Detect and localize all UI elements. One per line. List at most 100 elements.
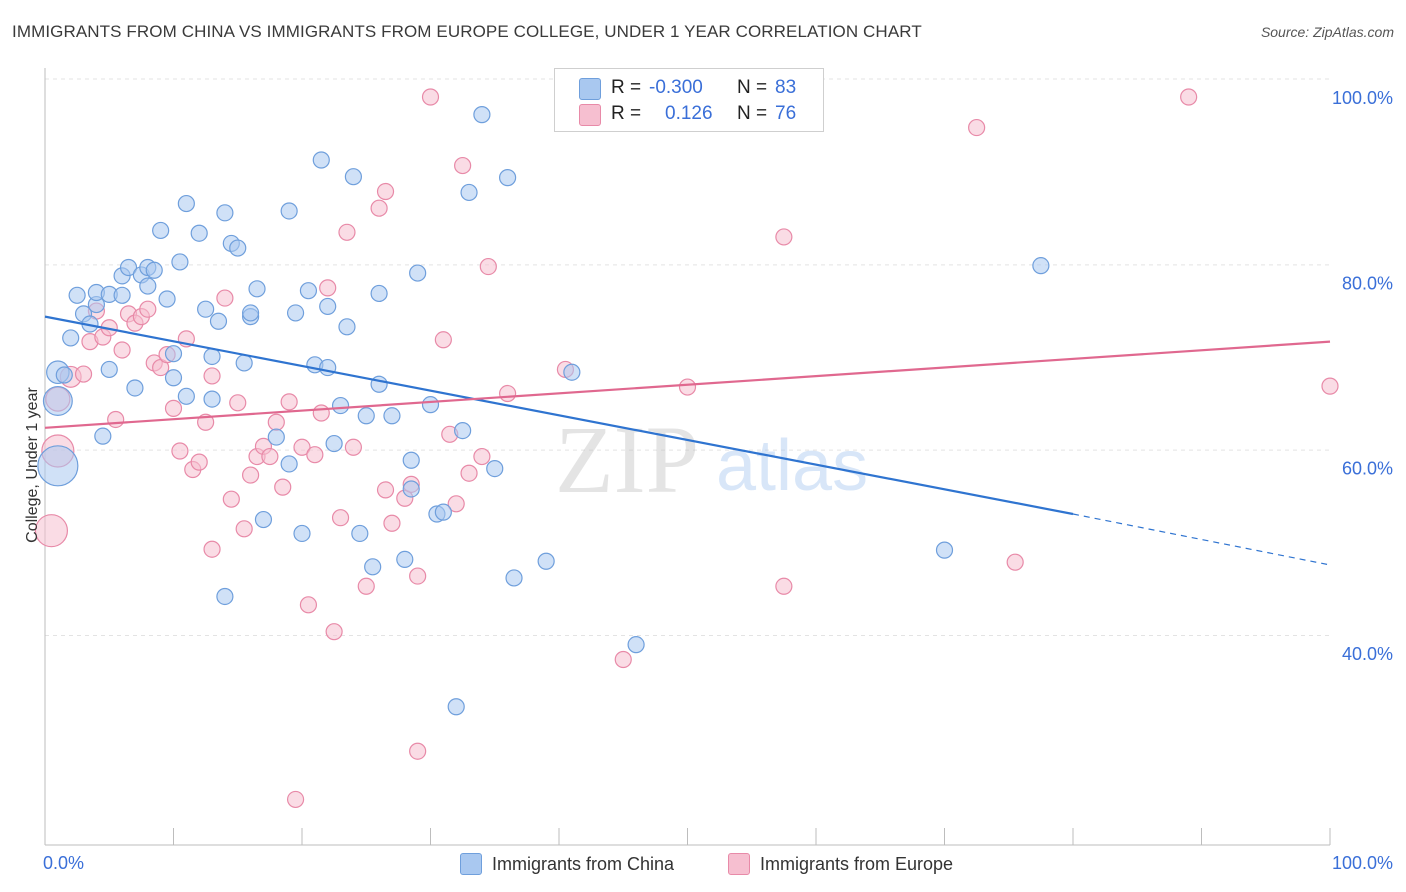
europe-point	[203, 540, 221, 558]
china-point	[55, 366, 73, 384]
europe-point	[203, 367, 221, 385]
europe-point	[383, 514, 401, 532]
europe-point	[344, 438, 362, 456]
europe-point	[267, 413, 285, 431]
europe-point	[222, 490, 240, 508]
label-layer: 100.0% 80.0% 60.0% 40.0% 0.0% 100.0%	[43, 88, 1393, 873]
europe-trend-line	[44, 340, 1331, 429]
europe-point	[280, 393, 298, 411]
europe-point	[274, 478, 292, 496]
legend-europe-swatch	[728, 853, 750, 875]
china-point	[383, 407, 401, 425]
china-point	[145, 261, 163, 279]
china-point	[505, 569, 523, 587]
china-point	[357, 407, 375, 425]
europe-point	[460, 464, 478, 482]
y-tick-label: 100.0%	[1332, 88, 1393, 108]
china-point	[344, 168, 362, 186]
europe-point	[190, 453, 208, 471]
europe-point	[473, 447, 491, 466]
europe-point	[357, 577, 375, 595]
china-point	[171, 253, 189, 271]
europe-point	[74, 365, 93, 383]
legend-china-label: Immigrants from China	[492, 853, 675, 874]
europe-point	[447, 495, 465, 513]
europe-point	[968, 118, 986, 137]
china-point	[293, 524, 311, 543]
china-point	[242, 304, 260, 322]
china-point	[402, 451, 420, 469]
china-point	[473, 106, 491, 124]
china-point	[935, 541, 954, 559]
china-point	[254, 510, 273, 529]
legend-china: Immigrants from China	[460, 851, 674, 877]
china-point	[164, 369, 183, 387]
china-point	[499, 169, 517, 187]
china-point	[119, 258, 138, 277]
china-point	[229, 239, 247, 257]
china-point	[248, 280, 266, 298]
europe-point	[376, 182, 395, 201]
europe-n-value: 76	[775, 103, 797, 124]
watermark-atlas: atlas	[716, 426, 868, 506]
y-tick-label: 80.0%	[1342, 273, 1393, 293]
china-point	[325, 434, 343, 453]
china-point	[627, 636, 645, 654]
china-point	[396, 550, 414, 569]
europe-point	[376, 481, 395, 499]
europe-point	[370, 199, 388, 217]
europe-point	[107, 410, 125, 429]
chart-title: IMMIGRANTS FROM CHINA VS IMMIGRANTS FROM…	[12, 22, 922, 41]
x-tick-label-start: 0.0%	[43, 853, 84, 873]
europe-point	[34, 514, 69, 548]
europe-point	[338, 223, 356, 241]
china-point	[37, 445, 79, 487]
europe-point	[299, 596, 318, 614]
europe-point	[139, 300, 157, 318]
china-point	[216, 204, 234, 222]
europe-point	[261, 447, 279, 466]
china-point	[68, 286, 86, 304]
china-n-label: N =	[737, 77, 768, 98]
china-point	[338, 318, 356, 336]
europe-point	[409, 742, 427, 760]
europe-point	[614, 650, 632, 669]
china-swatch	[579, 78, 601, 100]
china-point	[177, 387, 195, 405]
china-point	[235, 354, 253, 372]
source-label: Source: ZipAtlas.com	[1260, 24, 1394, 40]
china-point	[126, 379, 144, 397]
legend-europe-label: Immigrants from Europe	[760, 853, 954, 874]
europe-point	[678, 378, 697, 396]
china-point	[190, 224, 208, 242]
china-point	[164, 345, 183, 363]
legend-europe: Immigrants from Europe	[728, 851, 953, 877]
europe-point	[1180, 88, 1198, 106]
europe-point	[293, 438, 311, 456]
europe-point	[331, 509, 350, 527]
europe-n-label: N =	[737, 103, 768, 124]
europe-swatch	[579, 104, 601, 126]
europe-point	[1006, 553, 1024, 571]
china-points	[37, 106, 1050, 716]
europe-point	[479, 257, 497, 276]
china-point	[152, 221, 170, 240]
china-point	[331, 396, 350, 415]
china-point	[486, 459, 504, 478]
europe-point	[1321, 377, 1339, 395]
europe-point	[454, 156, 472, 175]
y-tick-label: 60.0%	[1342, 459, 1393, 479]
china-point	[460, 183, 478, 202]
china-point	[409, 264, 427, 282]
x-tick-label-end: 100.0%	[1332, 853, 1393, 873]
europe-point	[242, 466, 260, 484]
europe-point	[325, 623, 343, 641]
china-point	[267, 428, 285, 446]
china-point	[421, 396, 440, 414]
china-point	[370, 284, 388, 303]
europe-point	[306, 446, 324, 464]
china-point	[434, 503, 452, 521]
europe-point	[312, 404, 330, 422]
china-trend-extension	[1072, 513, 1331, 566]
